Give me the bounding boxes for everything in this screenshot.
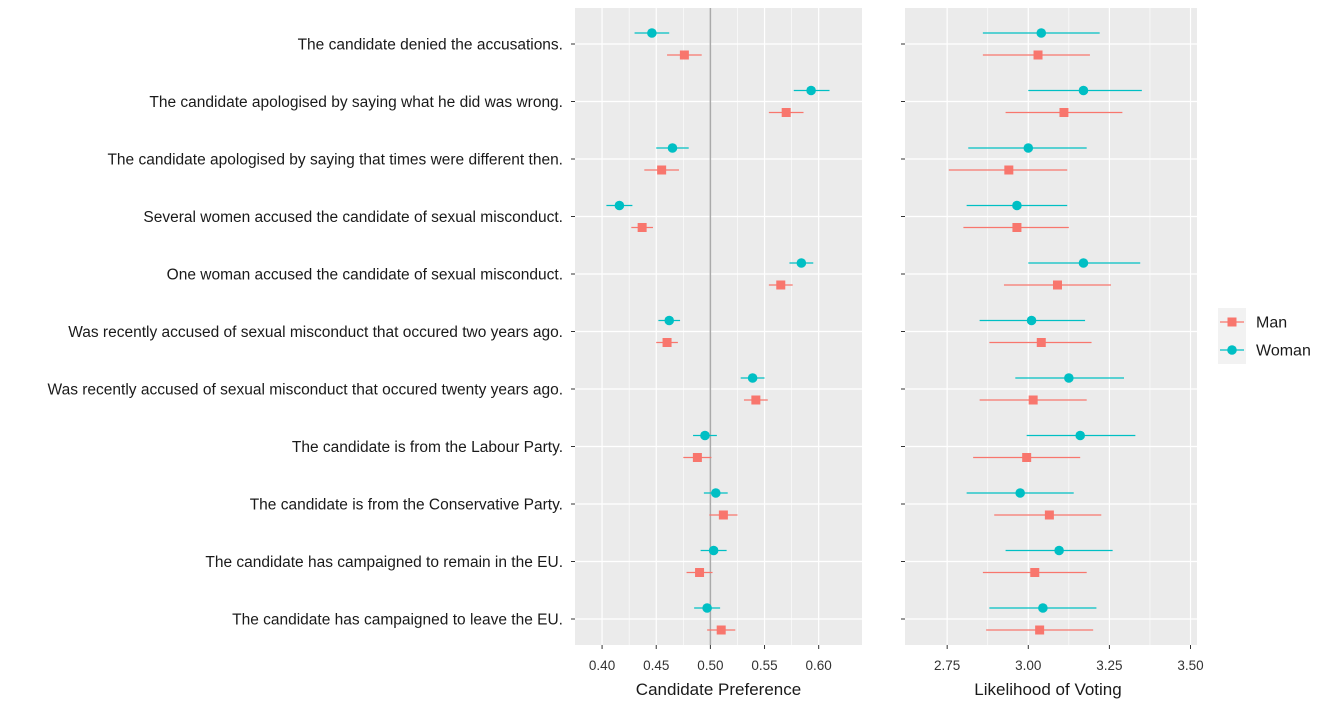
x-tick-label: 0.40 — [589, 658, 615, 673]
x-tick-label: 2.75 — [934, 658, 960, 673]
woman-point — [1054, 545, 1064, 556]
man-point — [679, 50, 689, 60]
woman-point — [1075, 430, 1085, 441]
man-point — [716, 625, 726, 635]
woman-point — [1064, 373, 1074, 383]
x-tick-label: 0.60 — [806, 658, 832, 673]
woman-point — [667, 143, 678, 153]
man-point — [662, 338, 672, 347]
woman-point — [1015, 488, 1025, 498]
woman-point — [700, 430, 710, 441]
x-axis-title: Likelihood of Voting — [974, 680, 1121, 699]
category-label: The candidate has campaigned to leave th… — [232, 612, 563, 629]
man-point — [776, 280, 786, 290]
woman-point — [1078, 85, 1089, 96]
legend: Man Woman — [1218, 308, 1311, 364]
woman-point — [702, 603, 712, 613]
man-point — [751, 395, 761, 405]
man-point — [1012, 223, 1022, 232]
category-labels: The candidate denied the accusations. The… — [48, 37, 563, 629]
man-point — [1033, 50, 1043, 60]
man-point — [695, 568, 705, 577]
woman-point — [1038, 603, 1048, 613]
category-label: Was recently accused of sexual misconduc… — [48, 382, 563, 399]
category-label: The candidate has campaigned to remain i… — [205, 554, 563, 571]
woman-point — [664, 315, 675, 326]
x-tick-label: 3.00 — [1015, 658, 1041, 673]
man-point — [657, 165, 667, 175]
woman-point — [806, 85, 816, 96]
x-tick-label: 0.55 — [751, 658, 777, 673]
man-point — [718, 510, 728, 520]
woman-point — [710, 488, 721, 498]
category-label: The candidate apologised by saying that … — [107, 152, 563, 169]
man-point — [1052, 280, 1062, 290]
candidate-preference-panel: 0.40 0.45 0.50 0.55 0.60 Candidate Preferenc… — [571, 8, 862, 699]
man-point — [1028, 395, 1038, 405]
man-point — [1022, 453, 1032, 462]
category-label: Several women accused the candidate of s… — [143, 209, 563, 226]
man-point — [692, 453, 702, 462]
category-label: The candidate is from the Labour Party. — [292, 439, 563, 456]
category-label: The candidate apologised by saying what … — [149, 94, 563, 111]
man-point — [1044, 510, 1054, 520]
legend-man-marker — [1227, 317, 1237, 327]
x-tick-label: 3.50 — [1177, 658, 1203, 673]
legend-woman-label: Woman — [1256, 343, 1311, 360]
panel-background — [905, 8, 1197, 645]
woman-point — [1012, 200, 1022, 211]
woman-point — [796, 258, 807, 268]
category-label: The candidate is from the Conservative P… — [250, 497, 563, 514]
legend-woman-marker — [1227, 345, 1237, 355]
woman-point — [708, 545, 719, 556]
woman-point — [1036, 28, 1047, 38]
man-point — [781, 108, 791, 117]
woman-point — [1023, 143, 1034, 153]
man-point — [1036, 338, 1046, 347]
man-point — [1035, 625, 1045, 635]
x-axis-title: Candidate Preference — [636, 680, 801, 699]
woman-point — [614, 200, 625, 211]
category-label: Was recently accused of sexual misconduc… — [68, 324, 563, 341]
man-point — [1059, 108, 1069, 117]
woman-point — [747, 373, 758, 383]
panel-background — [575, 8, 862, 645]
likelihood-of-voting-panel: 2.75 3.00 3.25 3.50 Likelihood of Voting — [901, 8, 1204, 699]
legend-man-label: Man — [1256, 315, 1287, 332]
man-point — [1030, 568, 1040, 577]
category-label: One woman accused the candidate of sexua… — [167, 267, 563, 284]
man-point — [637, 223, 647, 232]
x-tick-label: 3.25 — [1096, 658, 1122, 673]
x-tick-label: 0.50 — [697, 658, 723, 673]
woman-point — [1078, 258, 1089, 268]
x-tick-label: 0.45 — [643, 658, 669, 673]
category-label: The candidate denied the accusations. — [298, 37, 563, 54]
man-point — [1004, 165, 1014, 175]
woman-point — [1026, 315, 1037, 326]
woman-point — [647, 28, 657, 38]
